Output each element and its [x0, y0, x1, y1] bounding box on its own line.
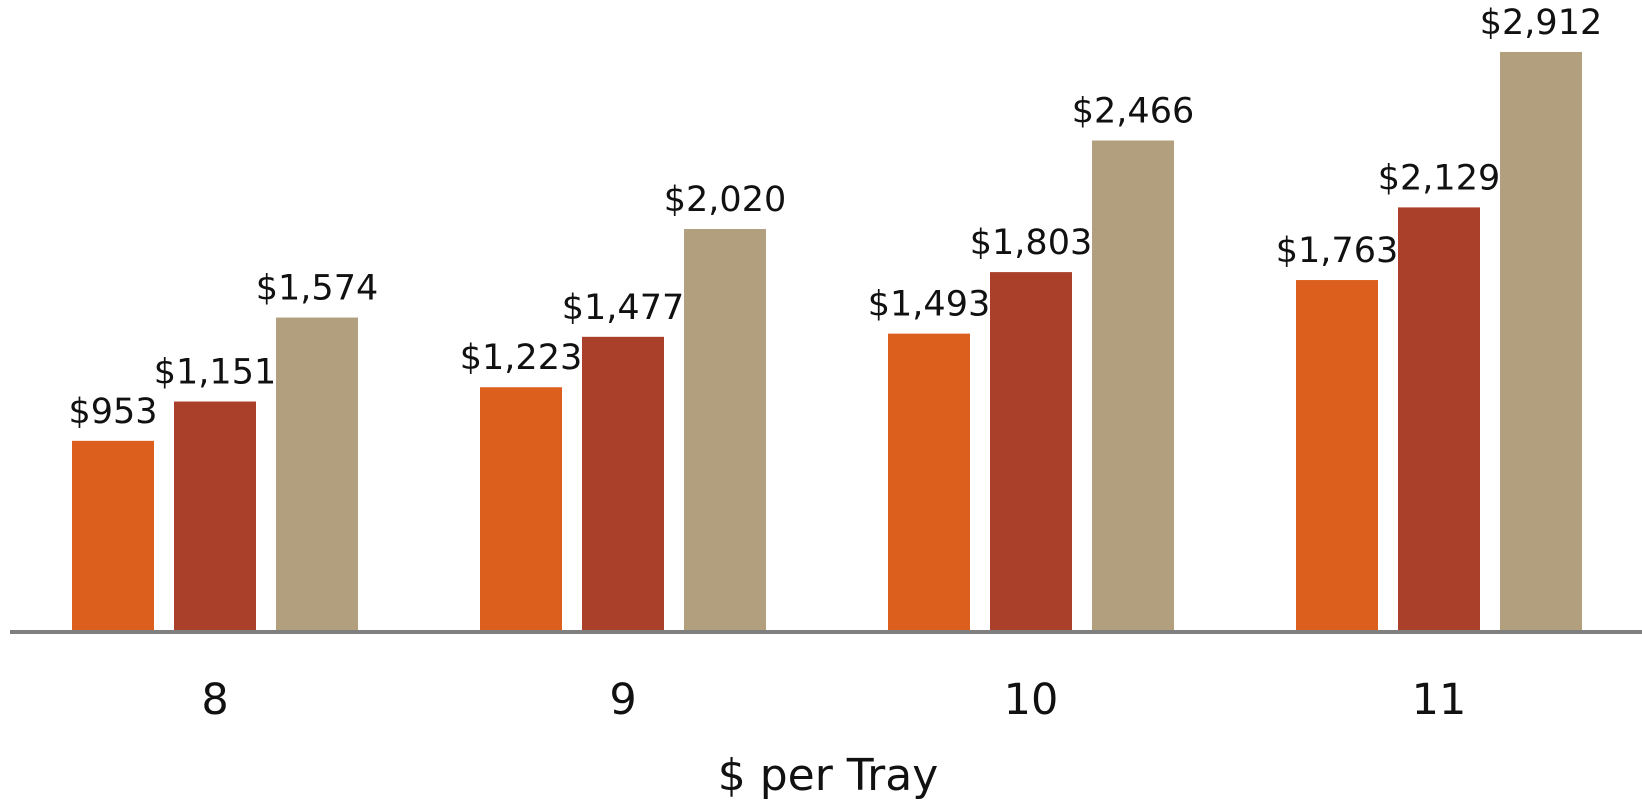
data-label-11-series-2: $2,129 — [1378, 158, 1500, 198]
bar-10-series-3 — [1092, 140, 1174, 630]
value-labels-group: $953$1,151 $1,574 $1,223 $1,477 $2,020 $1,493… — [68, 3, 1602, 432]
data-label-11-series-3: $2,912 — [1480, 3, 1602, 43]
data-label-8-series-1: $953 — [68, 392, 157, 432]
data-label-9-series-2: $1,477 — [562, 288, 684, 328]
bar-11-series-1 — [1296, 280, 1378, 630]
data-label-9-series-3: $2,020 — [664, 180, 786, 220]
bar-8-series-2 — [174, 401, 256, 630]
data-label-10-series-3: $2,466 — [1072, 91, 1194, 131]
data-label-11-series-1: $1,763 — [1276, 231, 1398, 271]
x-tick-labels-group: 8 9 10 11 — [201, 675, 1466, 725]
x-tick-label-10: 10 — [1004, 675, 1059, 725]
bar-8-series-3 — [276, 317, 358, 630]
x-tick-label-8: 8 — [201, 675, 228, 725]
bar-9-series-2 — [582, 336, 664, 630]
x-tick-label-11: 11 — [1412, 675, 1467, 725]
data-label-9-series-1: $1,223 — [460, 338, 582, 378]
bar-11-series-2 — [1398, 207, 1480, 630]
bar-9-series-3 — [684, 229, 766, 630]
bars-group — [72, 51, 1582, 630]
bar-11-series-3 — [1500, 51, 1582, 630]
bar-8-series-1 — [72, 440, 154, 630]
data-label-8-series-2: $1,151 — [154, 353, 276, 393]
data-label-10-series-1: $1,493 — [868, 285, 990, 325]
bar-10-series-1 — [888, 333, 970, 630]
data-label-10-series-2: $1,803 — [970, 223, 1092, 263]
bar-10-series-2 — [990, 272, 1072, 630]
x-tick-label-9: 9 — [609, 675, 636, 725]
data-label-8-series-3: $1,574 — [256, 269, 378, 309]
x-axis-title: $ per Tray — [718, 750, 939, 801]
bar-9-series-1 — [480, 387, 562, 630]
